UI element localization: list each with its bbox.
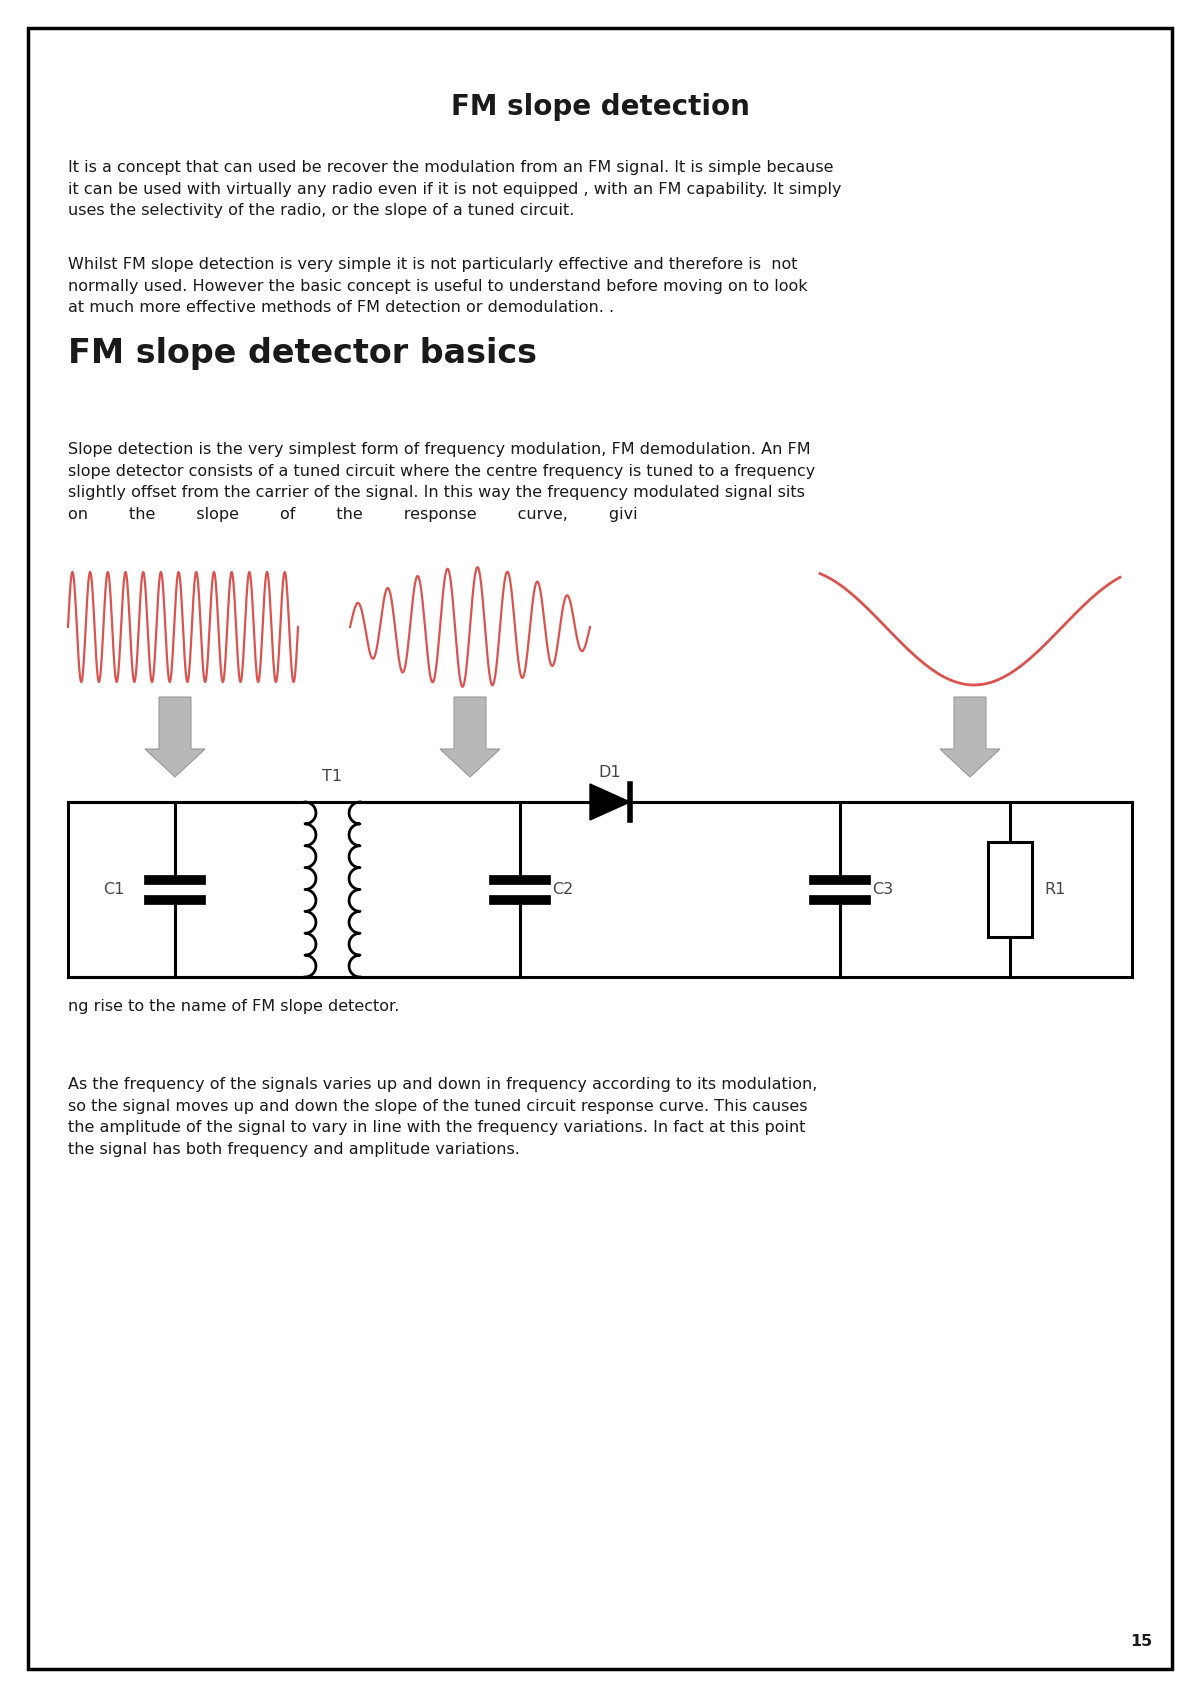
FancyArrow shape [940,697,1000,777]
Text: ng rise to the name of FM slope detector.: ng rise to the name of FM slope detector… [68,1000,400,1015]
Text: 15: 15 [1129,1634,1152,1649]
Text: FM slope detector basics: FM slope detector basics [68,338,538,370]
Text: Slope detection is the very simplest form of frequency modulation, FM demodulati: Slope detection is the very simplest for… [68,441,815,521]
Text: Whilst FM slope detection is very simple it is not particularly effective and th: Whilst FM slope detection is very simple… [68,256,808,316]
Text: C3: C3 [872,882,893,898]
Text: C1: C1 [103,882,125,898]
Text: As the frequency of the signals varies up and down in frequency according to its: As the frequency of the signals varies u… [68,1078,817,1157]
Text: R1: R1 [1044,882,1066,898]
Text: C2: C2 [552,882,574,898]
Text: FM slope detection: FM slope detection [450,93,750,120]
Text: D1: D1 [599,765,622,781]
FancyArrow shape [145,697,205,777]
Text: It is a concept that can used be recover the modulation from an FM signal. It is: It is a concept that can used be recover… [68,160,841,219]
Text: T1: T1 [323,769,342,784]
Bar [988,842,1032,937]
FancyArrow shape [440,697,500,777]
Polygon shape [590,784,630,820]
